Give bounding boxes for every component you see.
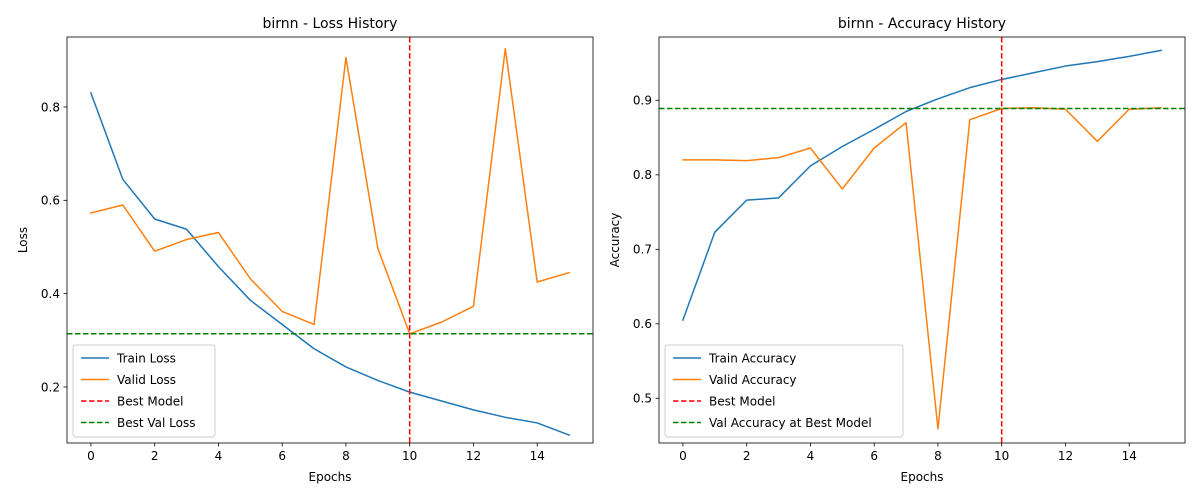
x-tick-label: 6 [870, 449, 878, 463]
legend-label: Valid Accuracy [709, 373, 797, 387]
x-tick-label: 8 [342, 449, 350, 463]
legend-label: Best Model [709, 394, 775, 408]
y-axis-label: Accuracy [608, 213, 622, 268]
x-tick-label: 0 [679, 449, 687, 463]
legend-label: Best Val Loss [117, 416, 196, 430]
x-tick-label: 4 [807, 449, 815, 463]
legend-label: Valid Loss [117, 373, 176, 387]
x-tick-label: 10 [402, 449, 417, 463]
x-tick-label: 2 [743, 449, 751, 463]
x-tick-label: 8 [934, 449, 942, 463]
chart-title: birnn - Accuracy History [838, 16, 1006, 32]
x-tick-label: 6 [278, 449, 286, 463]
chart-title: birnn - Loss History [263, 16, 398, 32]
series-line-train-accuracy [681, 49, 1162, 322]
chart-panel-loss: birnn - Loss History 0 2 4 6 8 10 12 14 0.2 0.4 0.6… [16, 16, 594, 484]
x-axis-label: Epochs [901, 470, 944, 484]
y-tick-label: 0.6 [41, 194, 60, 208]
y-tick-label: 0.6 [633, 317, 652, 331]
series-line-train-loss [89, 92, 571, 437]
legend: Train Loss Valid Loss Best Model Best Val L… [72, 344, 216, 438]
legend-box [664, 344, 904, 438]
y-tick-label: 0.7 [633, 243, 652, 257]
x-tick-label: 0 [87, 449, 95, 463]
legend-label: Val Accuracy at Best Model [709, 416, 872, 430]
x-tick-label: 4 [215, 449, 223, 463]
legend: Train Accuracy Valid Accuracy Best Model Va… [664, 344, 904, 438]
y-tick-label: 0.5 [633, 392, 652, 406]
chart-panel-accuracy: birnn - Accuracy History 0 2 4 6 8 10 12 14 0.5 0.… [608, 16, 1186, 484]
legend-label: Train Loss [116, 351, 176, 365]
series-line-valid-loss [90, 47, 571, 335]
x-tick-label: 12 [466, 449, 481, 463]
legend-label: Best Model [117, 394, 183, 408]
x-tick-label: 14 [1122, 449, 1137, 463]
plot-frame [658, 36, 1186, 444]
y-tick-label: 0.4 [41, 287, 60, 301]
y-tick-label: 0.8 [41, 100, 60, 114]
x-tick-label: 14 [530, 449, 545, 463]
x-tick-label: 10 [994, 449, 1009, 463]
plot-area [67, 37, 593, 443]
x-axis-label: Epochs [309, 470, 352, 484]
legend-label: Train Accuracy [708, 351, 796, 365]
y-tick-label: 0.8 [633, 168, 652, 182]
plot-area [659, 37, 1185, 443]
legend-box [72, 344, 216, 438]
y-tick-label: 0.2 [41, 380, 60, 394]
x-tick-label: 12 [1058, 449, 1073, 463]
y-tick-label: 0.9 [633, 94, 652, 108]
plot-frame [66, 36, 594, 444]
series-line-valid-accuracy [682, 106, 1162, 430]
y-axis-label: Loss [16, 227, 30, 253]
x-tick-label: 2 [151, 449, 159, 463]
